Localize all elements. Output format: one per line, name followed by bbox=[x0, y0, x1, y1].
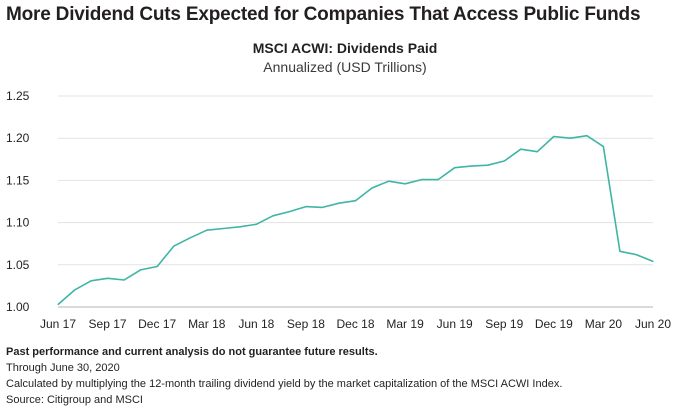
data-point bbox=[470, 165, 472, 167]
x-tick-label: Mar 20 bbox=[585, 317, 623, 331]
chart-title: MSCI ACWI: Dividends Paid bbox=[252, 40, 438, 56]
y-tick-label: 1.15 bbox=[6, 173, 30, 187]
data-point bbox=[206, 229, 208, 231]
data-point bbox=[602, 146, 605, 148]
data-point bbox=[487, 164, 489, 166]
data-point bbox=[173, 245, 175, 247]
x-tick-label: Sep 17 bbox=[89, 317, 127, 331]
data-point bbox=[272, 215, 274, 217]
data-point bbox=[305, 206, 307, 208]
x-tick-label: Mar 19 bbox=[386, 317, 424, 331]
data-point bbox=[569, 137, 572, 139]
data-point bbox=[255, 223, 257, 225]
data-point bbox=[652, 260, 654, 262]
data-point bbox=[107, 277, 109, 279]
date-note: Through June 30, 2020 bbox=[6, 362, 120, 374]
x-tick-label: Jun 17 bbox=[40, 317, 76, 331]
x-tick-label: Dec 17 bbox=[138, 317, 176, 331]
x-tick-label: Jun 20 bbox=[635, 317, 671, 331]
data-point bbox=[156, 265, 158, 268]
data-point bbox=[140, 269, 142, 271]
y-tick-label: 1.05 bbox=[6, 258, 30, 272]
x-tick-label: Dec 18 bbox=[336, 317, 374, 331]
x-tick-label: Jun 18 bbox=[238, 317, 274, 331]
data-point bbox=[288, 211, 290, 213]
dividends-series-line bbox=[57, 134, 654, 306]
data-point bbox=[619, 250, 621, 252]
data-point bbox=[635, 254, 638, 256]
x-tick-label: Dec 19 bbox=[535, 317, 573, 331]
method-note: Calculated by multiplying the 12-month t… bbox=[6, 378, 563, 390]
data-point bbox=[454, 167, 456, 169]
x-tick-label: Sep 19 bbox=[485, 317, 523, 331]
data-point bbox=[520, 148, 522, 150]
data-point bbox=[388, 180, 390, 182]
dividends-line-chart: 1.25 1.20 1.15 1.10 1.05 1.00 Jun 17 Sep 17 Dec … bbox=[6, 89, 671, 331]
data-point bbox=[90, 280, 92, 282]
headline: More Dividend Cuts Expected for Companie… bbox=[6, 4, 641, 25]
source-note: Source: Citigroup and MSCI bbox=[6, 394, 143, 406]
disclaimer-note: Past performance and current analysis do… bbox=[6, 346, 378, 358]
data-point bbox=[553, 135, 555, 138]
data-point bbox=[338, 202, 340, 204]
data-point bbox=[503, 160, 505, 162]
x-tick-label: Sep 18 bbox=[287, 317, 325, 331]
data-point bbox=[421, 179, 423, 181]
y-tick-label: 1.25 bbox=[6, 89, 30, 103]
data-point bbox=[239, 226, 241, 228]
x-tick-label: Jun 19 bbox=[437, 317, 473, 331]
chart-subtitle: Annualized (USD Trillions) bbox=[263, 59, 427, 75]
y-tick-label: 1.00 bbox=[6, 300, 30, 314]
data-point bbox=[222, 227, 224, 230]
y-tick-label: 1.10 bbox=[6, 216, 30, 230]
data-point bbox=[354, 200, 357, 202]
data-point bbox=[321, 206, 323, 208]
data-point bbox=[57, 303, 59, 306]
y-tick-label: 1.20 bbox=[6, 131, 30, 145]
data-point bbox=[189, 237, 191, 239]
data-point bbox=[536, 151, 538, 153]
data-point bbox=[586, 135, 588, 137]
data-point bbox=[437, 179, 439, 181]
x-tick-label: Mar 18 bbox=[188, 317, 226, 331]
data-point bbox=[404, 183, 406, 185]
data-point bbox=[73, 289, 76, 291]
data-point bbox=[123, 279, 125, 281]
data-point bbox=[371, 187, 373, 189]
